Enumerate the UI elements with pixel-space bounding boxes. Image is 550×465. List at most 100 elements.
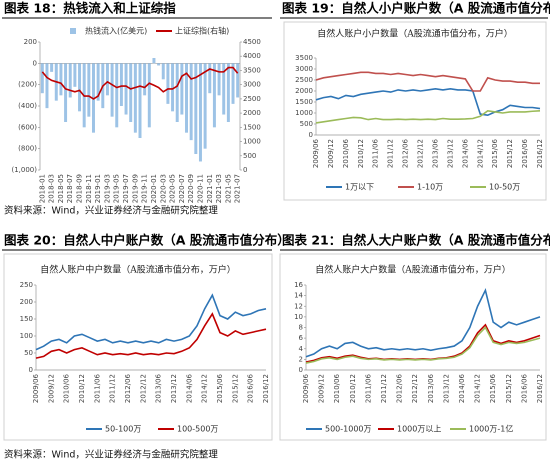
bar bbox=[40, 63, 44, 94]
bar bbox=[212, 63, 216, 128]
chart-subtitle: 自然人账户大户数量（A股流通市值分布，万户） bbox=[315, 264, 511, 276]
bar bbox=[50, 63, 54, 72]
x-tick-label: 2019-03 bbox=[103, 174, 111, 203]
y-tick-label: 14 bbox=[294, 292, 303, 300]
y-tick-label: 0 bbox=[29, 366, 33, 374]
line-series bbox=[35, 312, 267, 359]
x-tick-label: 2014/12 bbox=[476, 139, 484, 168]
y-tick-label: 3500 bbox=[295, 54, 313, 62]
legend-label: 1-10万 bbox=[417, 183, 443, 192]
x-tick-label: 2009/06 bbox=[302, 373, 310, 403]
chart-heading: 图表 18：热钱流入和上证综指 bbox=[4, 1, 176, 16]
bar bbox=[96, 63, 100, 101]
y-tick-label: 500 bbox=[300, 120, 313, 128]
x-tick-label: 2011/12 bbox=[380, 374, 388, 403]
bar bbox=[194, 63, 198, 155]
x-tick-label: 2020-01 bbox=[150, 174, 158, 203]
y-tick-label: 1500 bbox=[295, 98, 313, 106]
bar bbox=[203, 63, 207, 149]
x-tick-label: 2014/06 bbox=[185, 373, 193, 403]
y2-tick-label: 3000 bbox=[243, 81, 261, 89]
bar bbox=[143, 63, 147, 96]
x-tick-label: 2009/06 bbox=[312, 138, 320, 168]
line-series bbox=[315, 71, 540, 92]
x-tick-label: 2016/06 bbox=[521, 138, 529, 168]
legend-label: 500-1000万 bbox=[325, 425, 372, 434]
x-tick-label: 2012/06 bbox=[402, 138, 410, 168]
legend-label: 1000万-1亿 bbox=[469, 424, 513, 434]
x-tick-label: 2016/12 bbox=[536, 139, 544, 168]
legend-swatch bbox=[70, 28, 76, 34]
bar bbox=[87, 63, 91, 117]
chart-frame bbox=[283, 21, 547, 201]
line-series bbox=[41, 66, 239, 100]
x-tick-label: 2013/06 bbox=[427, 373, 435, 403]
chart-heading: 图表 19：自然人小户账户数（A 股流通市值分布） bbox=[282, 1, 550, 16]
legend-label: 1万以下 bbox=[345, 183, 374, 192]
chart-heading: 图表 20：自然人中户账户数（A 股流通市值分布） bbox=[4, 233, 290, 248]
x-tick-label: 2013/12 bbox=[170, 374, 178, 403]
x-tick-label: 2015/06 bbox=[216, 373, 224, 403]
x-tick-label: 2021-01 bbox=[206, 174, 214, 203]
x-tick-label: 2012/06 bbox=[396, 373, 404, 403]
x-tick-label: 2012/12 bbox=[411, 374, 419, 403]
y2-tick-label: 4500 bbox=[243, 38, 261, 46]
x-tick-label: 2013/12 bbox=[442, 374, 450, 403]
x-tick-label: 2020-03 bbox=[159, 174, 167, 203]
y2-tick-label: 0 bbox=[243, 166, 247, 174]
y-tick-label: 150 bbox=[20, 315, 33, 323]
y-tick-label: 200 bbox=[20, 298, 33, 306]
chart-frame bbox=[279, 253, 547, 441]
bar bbox=[226, 63, 230, 122]
bar bbox=[157, 63, 161, 66]
y-tick-label: 4 bbox=[299, 345, 304, 353]
x-tick-label: 2012/12 bbox=[417, 139, 425, 168]
y-tick-label: 0 bbox=[33, 59, 37, 67]
legend-label: 上证综指(右轴) bbox=[175, 26, 229, 36]
legend-label: 10-50万 bbox=[489, 183, 520, 192]
x-tick-label: 2013/06 bbox=[431, 138, 439, 168]
x-tick-label: 2015/12 bbox=[506, 139, 514, 168]
x-tick-label: 2020-09 bbox=[187, 174, 195, 203]
x-tick-label: 2020-07 bbox=[178, 174, 186, 203]
x-tick-label: 2009/12 bbox=[318, 374, 326, 403]
x-tick-label: 2020-05 bbox=[169, 174, 177, 203]
bar bbox=[105, 63, 109, 96]
y-tick-label: 0 bbox=[309, 131, 313, 139]
line-series bbox=[305, 326, 541, 364]
y-tick-label: (200) bbox=[18, 81, 37, 89]
bar bbox=[73, 63, 77, 87]
bar bbox=[185, 63, 188, 133]
x-tick-label: 2019-07 bbox=[122, 174, 130, 203]
bar bbox=[189, 63, 193, 141]
bar bbox=[175, 63, 179, 122]
x-tick-label: 2014/06 bbox=[461, 138, 469, 168]
x-tick-label: 2021-03 bbox=[215, 174, 223, 203]
x-tick-label: 2014/06 bbox=[458, 373, 466, 403]
bar bbox=[166, 63, 170, 104]
x-tick-label: 2018-07 bbox=[66, 174, 74, 203]
x-tick-label: 2011/12 bbox=[387, 139, 395, 168]
x-tick-label: 2010/12 bbox=[349, 374, 357, 403]
x-tick-label: 2018-05 bbox=[57, 174, 65, 203]
bar bbox=[198, 63, 202, 162]
x-tick-label: 2014/12 bbox=[201, 374, 209, 403]
x-tick-label: 2019-05 bbox=[113, 174, 121, 203]
y-tick-label: 2500 bbox=[295, 76, 313, 84]
y-tick-label: 250 bbox=[20, 281, 33, 289]
bar bbox=[180, 63, 184, 115]
y-tick-label: 2 bbox=[299, 355, 303, 363]
y-tick-label: (600) bbox=[18, 123, 37, 131]
y-tick-label: (400) bbox=[18, 102, 37, 110]
y2-tick-label: 2000 bbox=[243, 109, 261, 117]
x-tick-label: 2018-11 bbox=[85, 174, 93, 203]
y-tick-label: 0 bbox=[299, 366, 303, 374]
legend-label: 100-500万 bbox=[177, 425, 218, 434]
y-tick-label: 8 bbox=[299, 324, 303, 332]
bar bbox=[152, 58, 156, 64]
y-tick-label: 100 bbox=[20, 332, 33, 340]
x-tick-label: 2011/12 bbox=[109, 374, 117, 403]
x-tick-label: 2018-01 bbox=[38, 174, 46, 203]
bar bbox=[45, 63, 49, 109]
